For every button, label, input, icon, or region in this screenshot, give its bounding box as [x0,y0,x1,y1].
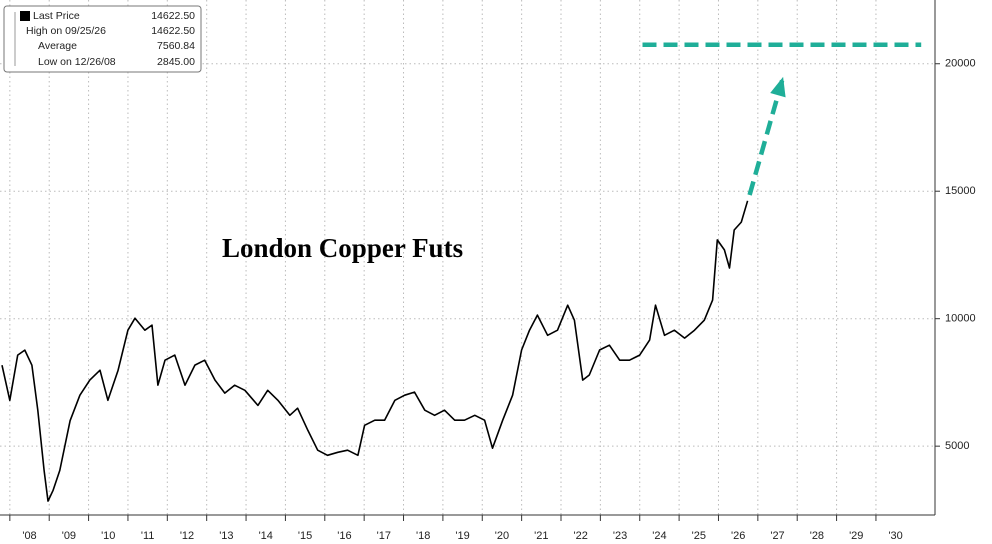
x-tick-label: '30 [888,530,902,542]
annotation: London Copper Futs [222,233,463,263]
legend: Last Price 14622.50 High on 09/25/26 146… [3,5,202,73]
x-tick-label: '14 [259,530,273,542]
legend-value: 7560.84 [157,40,195,52]
x-tick-label: '26 [731,530,745,542]
x-tick-label: '23 [613,530,627,542]
price-line [1,200,749,502]
x-tick-label: '13 [219,530,233,542]
legend-box [3,5,202,73]
x-tick-label: '20 [495,530,509,542]
legend-swatch [20,11,30,21]
x-tick-label: '19 [455,530,469,542]
y-tick-label: 5000 [945,440,969,452]
x-tick-label: '17 [377,530,391,542]
x-tick-label: '27 [770,530,784,542]
x-tick-label: '21 [534,530,548,542]
y-tick-label: 10000 [945,313,976,325]
arrow-head [770,76,786,98]
x-tick-label: '24 [652,530,666,542]
y-tick-label: 20000 [945,58,976,70]
x-tick-label: '16 [337,530,351,542]
grid [0,0,935,515]
x-tick-label: '22 [574,530,588,542]
x-tick-label: '09 [62,530,76,542]
x-tick-label: '11 [141,530,155,542]
x-tick-label: '10 [101,530,115,542]
legend-label: Last Price [33,10,80,22]
x-tick-label: '15 [298,530,312,542]
legend-label: Average [38,40,77,52]
x-tick-label: '12 [180,530,194,542]
legend-value: 14622.50 [151,25,195,37]
x-tick-label: '08 [22,530,36,542]
x-tick-label: '25 [692,530,706,542]
legend-value: 14622.50 [151,10,195,22]
y-tick-label: 15000 [945,185,976,197]
x-tick-label: '28 [810,530,824,542]
legend-value: 2845.00 [157,56,195,68]
x-tick-label: '29 [849,530,863,542]
legend-label: Low on 12/26/08 [38,56,116,68]
legend-label: High on 09/25/26 [26,25,106,37]
x-tick-label: '18 [416,530,430,542]
